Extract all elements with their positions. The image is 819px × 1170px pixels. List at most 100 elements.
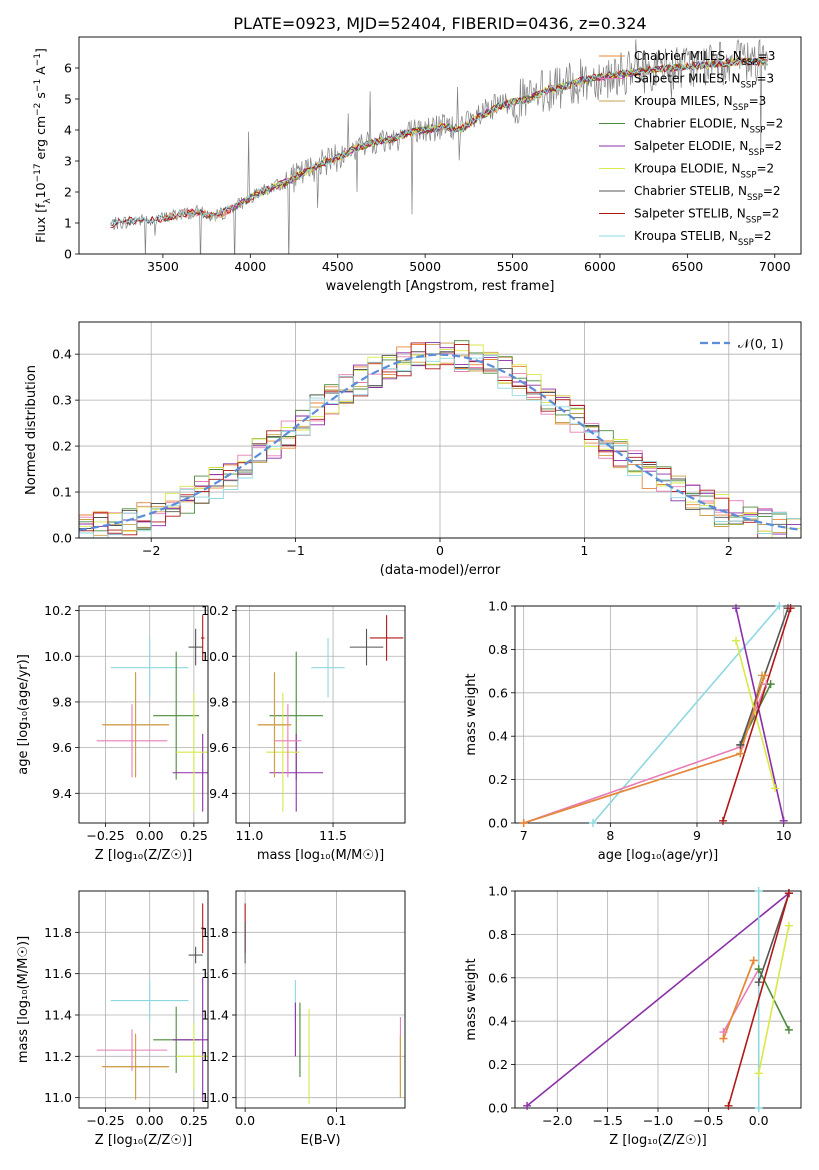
spectrum-x-tick-label: 7000 [759, 259, 791, 274]
spectrum-y-label-part: −2 [33, 103, 43, 116]
weight_vs_Z-marker-kroupa_elodie [754, 1069, 763, 1078]
age_vs_mass-frame [235, 605, 406, 824]
spectrum-y-label-part: Flux [f [33, 203, 48, 243]
weight_vs_Z-line-chabrier_miles [722, 960, 755, 1039]
spectrum-y-tick-label: 4 [64, 123, 72, 138]
residuals-x-tick-label: 2 [725, 543, 733, 558]
mass_vs_ebv-y-tick-label: 11.6 [201, 966, 229, 981]
spectrum-y-tick-label: 0 [64, 247, 72, 262]
spectrum-y-label-part: 10 [33, 182, 48, 198]
weight_vs_age-y-tick-label: 0.2 [488, 772, 508, 787]
weight_vs_age-panel: 7 8 9 10 0.0 0.2 0.4 0.6 0.8 1.0 age [log₁₀(age/yr… [464, 599, 802, 863]
spectrum-y-tick-label: 1 [64, 216, 72, 231]
weight_vs_age-line-kroupa_elodie [735, 640, 776, 789]
spectrum-model-salpeter_stelib [110, 57, 768, 228]
weight_vs_Z-marker-chabrier_miles [719, 1034, 728, 1043]
legend-sub: SSP [746, 216, 762, 226]
weight_vs_age-frame [514, 605, 802, 824]
spectrum-x-axis-label: wavelength [Angstrom, rest frame] [326, 279, 555, 294]
legend-tail: =2 [763, 184, 781, 198]
age_vs_Z-y-tick-label: 10.2 [44, 603, 72, 618]
weight_vs_Z-line-salpeter_elodie [526, 892, 790, 1107]
legend-sub: SSP [748, 148, 764, 158]
weight_vs_Z-panel: −2.0 −1.5 −1.0 −0.5 0.0 0.0 0.2 0.4 0.6 0.8 1.0 Z [… [464, 884, 802, 1148]
residuals-x-tick-label: 1 [580, 543, 588, 558]
weight_vs_age-marker-kroupa_elodie [732, 636, 740, 645]
legend-sub: SSP [747, 193, 763, 203]
mass_vs_Z-y-tick-label: 11.2 [44, 1049, 72, 1064]
legend-main: Salpeter MILES, N [634, 72, 741, 86]
mass_vs_ebv-x-tick-label: 0.1 [327, 1113, 347, 1128]
plots-layer: 3500 4000 4500 5000 5500 6000 6500 7000 0 1 2 3 4 5 6 w… [16, 36, 802, 1148]
weight_vs_age-marker-chabrier_elodie [766, 680, 775, 689]
age_vs_Z-x-tick-label: −0.25 [86, 828, 124, 843]
spectrum-y-tick-label: 6 [64, 61, 72, 76]
legend-sub: SSP [738, 238, 754, 248]
spectrum-x-tick-label: 4500 [322, 259, 354, 274]
age_vs_Z-frame [78, 605, 209, 824]
legend-sub: SSP [750, 126, 766, 136]
weight_vs_Z-y-tick-label: 0.4 [488, 1014, 508, 1029]
weight_vs_age-x-tick-label: 9 [693, 828, 701, 843]
spectrum-x-tick-label: 3500 [147, 259, 179, 274]
weight_vs_Z-marker-salpeter_stelib [724, 1101, 733, 1110]
weight_vs_age-line-salpeter_elodie [735, 608, 785, 821]
mass_vs_ebv-frame [235, 890, 406, 1109]
weight_vs_age-x-tick-label: 10 [776, 828, 792, 843]
residuals-plot-area [79, 340, 801, 538]
age_vs_mass-y-tick-label: 9.4 [209, 786, 229, 801]
age_vs_mass-plot-area [257, 615, 404, 812]
normal-legend-label: 𝒩(0, 1) [738, 336, 784, 351]
spectrum-plot-area [110, 38, 769, 254]
weight_vs_age-marker-chabrier_miles [760, 671, 769, 680]
weight_vs_age-y-axis-label: mass weight [464, 673, 479, 755]
spectrum-y-axis-label: Flux [fλ10−17 erg cm−2 s−1 A−1] [33, 48, 53, 243]
normal-curve [79, 353, 801, 531]
mass_vs_ebv-plot-area [244, 903, 401, 1104]
spectrum-y-tick-label: 2 [64, 185, 72, 200]
legend-tail: =2 [764, 139, 782, 153]
residuals-x-tick-label: −1 [286, 543, 304, 558]
legend-tail: =3 [749, 94, 767, 108]
mass_vs_ebv-y-tick-label: 11.0 [201, 1090, 229, 1105]
weight_vs_age-marker-kroupa_elodie [771, 784, 779, 793]
spectrum-x-tick-label: 5500 [497, 259, 529, 274]
spectrum-y-label-part: −1 [33, 79, 43, 92]
residuals-x-tick-label: −2 [142, 543, 160, 558]
age_vs_Z-panel: −0.25 0.00 0.25 9.4 9.6 9.8 10.0 10.2 Z [log₁₀(Z… [16, 603, 209, 863]
legend-main: Chabrier STELIB, N [634, 184, 747, 198]
age_vs_mass-x-axis-label: mass [log₁₀(M/M☉)] [257, 848, 384, 863]
spectrum-y-label-part: λ [43, 198, 53, 204]
legend-main: Kroupa STELIB, N [634, 229, 738, 243]
spectrum-x-tick-label: 4000 [234, 259, 266, 274]
age_vs_mass-y-tick-label: 10.0 [201, 649, 229, 664]
mass_vs_ebv-y-tick-label: 11.4 [201, 1008, 229, 1023]
residuals-y-axis-label: Normed distribution [24, 365, 39, 495]
legend-sub: SSP [733, 103, 749, 113]
spectrum-y-label-part: −17 [33, 163, 43, 182]
spectrum-y-label-part: A [33, 66, 48, 79]
age_vs_Z-x-tick-label: 0.25 [180, 828, 208, 843]
spectrum-y-label-part: ] [33, 48, 48, 53]
legend-sub: SSP [742, 58, 758, 68]
age_vs_mass-x-tick-label: 11.0 [235, 828, 263, 843]
mass_vs_Z-panel: −0.25 0.00 0.25 11.0 11.2 11.4 11.6 11.8 Z [log₁… [16, 890, 209, 1148]
mass_vs_Z-y-tick-label: 11.0 [44, 1090, 72, 1105]
age_vs_mass-y-tick-label: 9.6 [209, 740, 229, 755]
residuals-panel: −2 −1 0 1 2 0.0 0.1 0.2 0.3 0.4 (data-model)/error… [24, 321, 802, 578]
legend-main: Chabrier ELODIE, N [634, 117, 750, 131]
weight_vs_age-line-salpeter_stelib [722, 607, 792, 822]
mass_vs_ebv-panel: 0.0 0.1 11.0 11.2 11.4 11.6 11.8 E(B-V) [201, 890, 406, 1148]
mass_vs_Z-frame [78, 890, 209, 1109]
weight_vs_Z-marker-chabrier_miles [749, 956, 758, 965]
weight_vs_Z-y-axis-label: mass weight [464, 958, 479, 1040]
weight_vs_age-line-kroupa_stelib [592, 606, 780, 823]
weight_vs_age-y-tick-label: 0.8 [488, 642, 508, 657]
legend-tail: =2 [766, 117, 784, 131]
spectrum-y-label-part: erg cm [33, 116, 48, 164]
spectrum-frame [78, 36, 802, 255]
spectrum-legend-label: Kroupa ELODIE, NSSP=2 [634, 162, 774, 181]
weight_vs_age-x-axis-label: age [log₁₀(age/yr)] [598, 848, 719, 863]
